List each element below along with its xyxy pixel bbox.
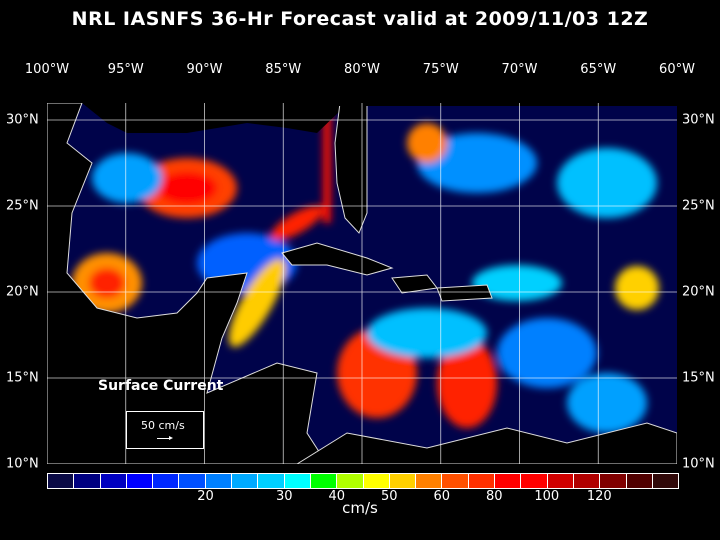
colorbar-swatch	[232, 474, 258, 488]
longitude-label: 100°W	[24, 62, 70, 77]
colorbar-swatch	[48, 474, 74, 488]
longitude-label: 85°W	[265, 62, 302, 77]
longitude-label: 95°W	[107, 62, 144, 77]
colorbar	[47, 473, 679, 489]
latitude-label: 30°N	[6, 112, 39, 128]
colorbar-swatch	[652, 474, 679, 488]
colorbar-tick-label: 100	[534, 489, 560, 504]
colorbar-units: cm/s	[342, 499, 378, 517]
longitude-label: 90°W	[186, 62, 223, 77]
colorbar-tick-label: 30	[275, 489, 293, 504]
colorbar-tick-label: 20	[197, 489, 214, 504]
field-label: Surface Current	[98, 378, 224, 394]
map-title: NRL IASNFS 36-Hr Forecast valid at 2009/…	[71, 8, 649, 30]
colorbar-swatch	[468, 474, 495, 488]
latitude-label: 30°N	[682, 112, 715, 128]
longitude-label: 65°W	[580, 62, 617, 77]
colorbar-tick-label: 60	[433, 489, 451, 504]
latitude-label: 25°N	[682, 198, 715, 214]
colorbar-swatch	[389, 474, 416, 488]
colorbar-swatch	[74, 474, 100, 488]
colorbar-tick-label: 50	[380, 489, 398, 504]
colorbar-swatch	[495, 474, 521, 488]
reference-arrow-icon	[157, 436, 173, 440]
latitude-label: 20°N	[682, 284, 715, 300]
land-mask	[47, 103, 677, 464]
colorbar-swatch	[153, 474, 179, 488]
longitude-label: 70°W	[501, 62, 538, 77]
graticule	[47, 103, 677, 464]
latitude-label: 10°N	[682, 456, 715, 472]
colorbar-swatch	[547, 474, 573, 488]
colorbar-swatch	[310, 474, 337, 488]
colorbar-swatch	[363, 474, 389, 488]
colorbar-swatch	[337, 474, 363, 488]
colorbar-swatch	[284, 474, 310, 488]
colorbar-tick-label: 120	[586, 489, 612, 504]
latitude-label: 15°N	[6, 370, 39, 386]
colorbar-swatch	[626, 474, 652, 488]
colorbar-tick-label: 40	[328, 489, 346, 504]
colorbar-swatch	[100, 474, 126, 488]
colorbar-swatch	[600, 474, 626, 488]
latitude-label: 25°N	[6, 198, 39, 214]
colorbar-tick-label: 80	[485, 489, 503, 504]
reference-vector-label: 50 cm/s	[141, 419, 185, 432]
latitude-label: 15°N	[682, 370, 715, 386]
longitude-label: 80°W	[344, 62, 380, 77]
reference-vector-box: 50 cm/s	[126, 411, 204, 449]
longitude-label: 75°W	[422, 62, 459, 77]
colorbar-swatch	[205, 474, 232, 488]
colorbar-swatch	[126, 474, 153, 488]
latitude-label: 20°N	[6, 284, 39, 300]
surface-current-map	[47, 103, 677, 464]
longitude-label: 60°W	[659, 62, 695, 77]
latitude-label: 10°N	[6, 456, 39, 472]
colorbar-swatch	[521, 474, 547, 488]
colorbar-swatch	[416, 474, 442, 488]
colorbar-swatch	[442, 474, 468, 488]
colorbar-swatch	[179, 474, 205, 488]
colorbar-swatch	[573, 474, 600, 488]
colorbar-swatch	[258, 474, 284, 488]
